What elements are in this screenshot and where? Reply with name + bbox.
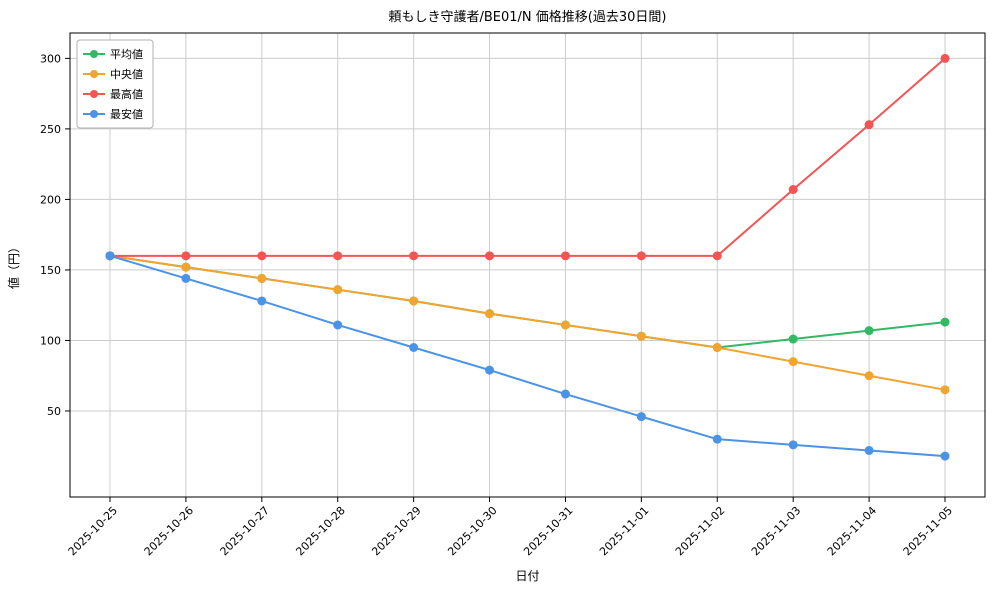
series-max bbox=[105, 53, 950, 261]
y-tick-label: 300 bbox=[40, 52, 61, 65]
data-point-max bbox=[560, 251, 570, 261]
series-min bbox=[105, 251, 950, 461]
data-point-max bbox=[181, 251, 191, 261]
data-point-median bbox=[181, 262, 191, 272]
data-point-min bbox=[333, 320, 343, 330]
data-point-median bbox=[636, 331, 646, 341]
legend-label-max: 最高値 bbox=[110, 87, 143, 101]
data-point-min bbox=[940, 451, 950, 461]
data-point-average bbox=[940, 317, 950, 327]
data-point-median bbox=[864, 371, 874, 381]
series-line-min bbox=[109, 254, 946, 458]
data-point-max bbox=[636, 251, 646, 261]
data-point-median bbox=[788, 357, 798, 367]
data-point-max bbox=[712, 251, 722, 261]
data-point-max bbox=[257, 251, 267, 261]
y-tick-label: 100 bbox=[40, 334, 61, 347]
data-point-max bbox=[788, 185, 798, 195]
data-point-max bbox=[333, 251, 343, 261]
y-tick-label: 250 bbox=[40, 123, 61, 136]
data-point-min bbox=[560, 389, 570, 399]
data-point-max bbox=[940, 53, 950, 63]
data-point-average bbox=[788, 334, 798, 344]
data-point-median bbox=[409, 296, 419, 306]
data-point-min bbox=[636, 412, 646, 422]
legend-label-min: 最安値 bbox=[110, 107, 143, 121]
data-point-min bbox=[788, 440, 798, 450]
data-point-min bbox=[485, 365, 495, 375]
data-point-min bbox=[105, 251, 115, 261]
legend-marker-median bbox=[90, 70, 98, 78]
data-point-min bbox=[712, 434, 722, 444]
data-point-median bbox=[333, 285, 343, 295]
data-point-average bbox=[864, 326, 874, 336]
data-point-min bbox=[181, 273, 191, 283]
data-point-min bbox=[864, 445, 874, 455]
legend-box bbox=[76, 39, 154, 129]
data-point-median bbox=[257, 273, 267, 283]
legend-marker-min bbox=[90, 110, 98, 118]
data-point-min bbox=[257, 296, 267, 306]
data-point-median bbox=[712, 343, 722, 353]
plot-border bbox=[69, 32, 986, 498]
data-point-median bbox=[940, 385, 950, 395]
y-tick-label: 50 bbox=[47, 405, 61, 418]
series-line-max bbox=[110, 57, 946, 257]
data-point-max bbox=[409, 251, 419, 261]
x-axis-label: 日付 bbox=[515, 569, 539, 583]
legend-marker-max bbox=[90, 90, 98, 98]
y-tick-label: 150 bbox=[40, 264, 61, 277]
chart-title: 頼もしき守護者/BE01/N 価格推移(過去30日間) bbox=[389, 9, 667, 25]
legend-label-average: 平均値 bbox=[110, 48, 143, 61]
y-axis-label: 値（円） bbox=[6, 241, 21, 289]
y-tick-label: 200 bbox=[40, 193, 61, 206]
legend-marker-average bbox=[90, 50, 98, 58]
data-point-median bbox=[485, 309, 495, 319]
data-point-median bbox=[560, 320, 570, 330]
data-point-min bbox=[409, 343, 419, 353]
data-point-max bbox=[485, 251, 495, 261]
data-point-max bbox=[864, 120, 874, 130]
grid bbox=[70, 33, 985, 497]
series-line-median bbox=[109, 254, 946, 391]
legend-label-median: 中央値 bbox=[110, 68, 143, 81]
